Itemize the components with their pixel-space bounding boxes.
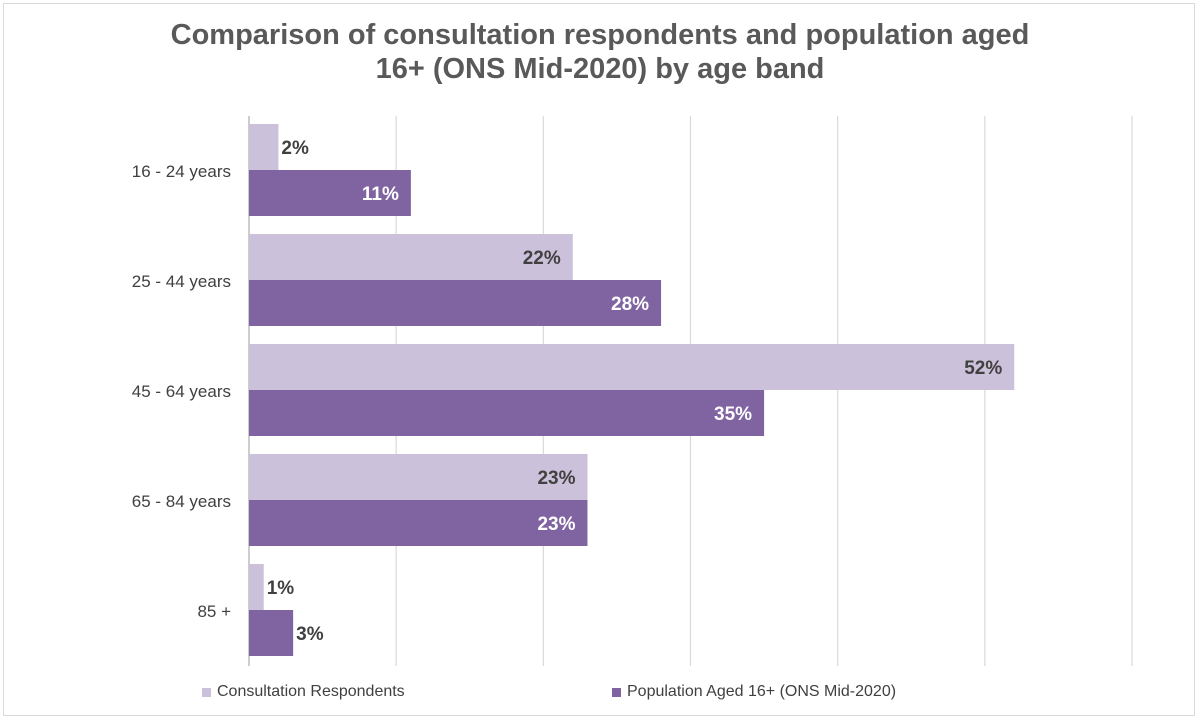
chart-legend: Consultation Respondents Population Aged… [0, 683, 1200, 703]
chart-title-line-1: Comparison of consultation respondents a… [170, 19, 1030, 51]
category-label: 85 + [197, 602, 231, 621]
category-label: 25 - 44 years [132, 272, 231, 291]
bar [249, 124, 279, 170]
legend-swatch-population-aged-16-plus [612, 687, 621, 697]
bar [249, 344, 1015, 390]
data-label: 28% [611, 294, 649, 315]
data-label: 23% [537, 468, 575, 489]
bar [249, 454, 588, 500]
bar [249, 390, 765, 436]
bar [249, 234, 573, 280]
bar [249, 610, 294, 656]
bar [249, 564, 264, 610]
legend-item-consultation-respondents: Consultation Respondents [202, 683, 405, 701]
legend-label-consultation-respondents: Consultation Respondents [217, 683, 405, 700]
data-label: 1% [267, 578, 295, 599]
bars [249, 124, 1015, 656]
bar [249, 500, 588, 546]
data-label: 11% [362, 184, 399, 205]
category-label: 45 - 64 years [132, 382, 231, 401]
data-label: 3% [296, 624, 324, 645]
category-label: 65 - 84 years [132, 492, 231, 511]
legend-item-population-aged-16-plus: Population Aged 16+ (ONS Mid-2020) [612, 683, 896, 701]
chart-title: Comparison of consultation respondents a… [0, 18, 1200, 86]
data-label: 35% [714, 404, 752, 425]
category-label: 16 - 24 years [132, 162, 231, 181]
bar [249, 280, 662, 326]
bar [249, 170, 411, 216]
legend-label-population-aged-16-plus: Population Aged 16+ (ONS Mid-2020) [627, 683, 897, 700]
data-label: 23% [537, 514, 575, 535]
chart-title-line-2: 16+ (ONS Mid-2020) by age band [375, 53, 825, 85]
data-label: 52% [964, 358, 1002, 379]
data-label: 22% [523, 248, 561, 269]
legend-swatch-consultation-respondents [202, 687, 211, 697]
data-label: 2% [281, 138, 309, 159]
data-labels: 2% 11% 22% 28% 52% 35% 23% 23% 1% 3% [267, 138, 1003, 645]
category-axis-labels: 16 - 24 years 25 - 44 years 45 - 64 years 6… [132, 162, 231, 621]
